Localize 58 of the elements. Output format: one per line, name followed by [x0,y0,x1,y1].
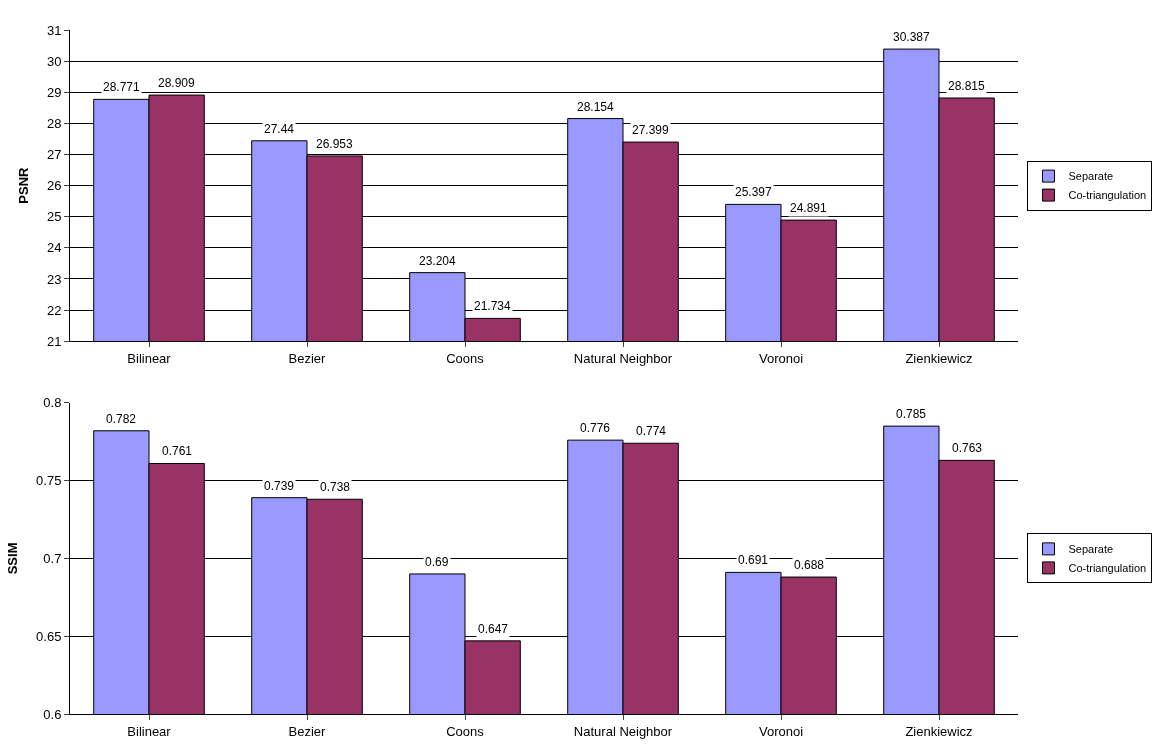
x-tick-label: Coons [446,723,485,739]
data-label: 0.647 [478,622,509,636]
data-label: 28.909 [158,76,196,90]
x-tick-label: Bilinear [127,350,172,366]
x-tick-label: Coons [446,350,485,366]
data-label: 21.734 [474,299,512,313]
data-label: 23.204 [419,254,457,268]
y-tick-label: 28 [46,115,62,131]
x-tick-label: Zienkiewicz [905,723,973,739]
y-tick-label: 0.8 [43,395,62,411]
y-tick-label: 27 [46,147,62,163]
y-tick-label: 0.7 [43,550,62,566]
y-tick-label: 25 [46,209,62,225]
data-label: 0.782 [106,412,137,426]
x-tick-label: Natural Neighbor [573,723,673,739]
y-axis-title: PSNR [15,166,31,204]
y-tick-label: 26 [46,178,62,194]
y-tick-label: 30 [46,53,62,69]
y-tick-label: 0.6 [43,706,62,722]
data-label: 25.397 [735,185,773,199]
legend-label: Separate [1068,543,1114,556]
x-tick-label: Bezier [288,350,327,366]
data-label: 27.399 [632,123,670,137]
data-label: 0.738 [320,480,351,494]
y-tick-label: 22 [46,302,62,318]
data-label: 27.44 [264,122,295,136]
data-label: 0.691 [738,553,769,567]
data-label: 0.776 [580,421,611,435]
data-label: 0.739 [264,479,295,493]
y-tick-label: 0.75 [36,473,62,489]
data-label: 0.763 [952,441,983,455]
data-label: 28.771 [103,80,141,94]
data-label: 0.688 [794,558,825,572]
x-tick-label: Bezier [288,723,327,739]
y-tick-label: 31 [46,22,62,38]
y-tick-label: 0.65 [36,628,62,644]
y-tick-label: 21 [46,333,62,349]
y-tick-label: 24 [46,240,62,256]
legend-label: Co-triangulation [1068,562,1147,575]
x-tick-label: Zienkiewicz [905,350,973,366]
x-tick-label: Bilinear [127,723,172,739]
data-label: 28.154 [577,100,615,114]
data-label: 28.815 [948,79,986,93]
y-tick-label: 23 [46,271,62,287]
legend-label: Co-triangulation [1068,189,1147,202]
legend-label: Separate [1068,170,1114,183]
data-label: 0.785 [896,407,927,421]
data-label: 0.69 [425,555,449,569]
data-label: 26.953 [316,137,354,151]
y-tick-label: 29 [46,84,62,100]
data-label: 24.891 [790,201,828,215]
x-tick-label: Natural Neighbor [573,350,673,366]
y-axis-title: SSIM [5,542,21,575]
x-tick-label: Voronoi [758,723,804,739]
data-label: 30.387 [893,30,931,44]
data-label: 0.774 [636,424,667,438]
x-tick-label: Voronoi [758,350,804,366]
data-label: 0.761 [162,444,193,458]
